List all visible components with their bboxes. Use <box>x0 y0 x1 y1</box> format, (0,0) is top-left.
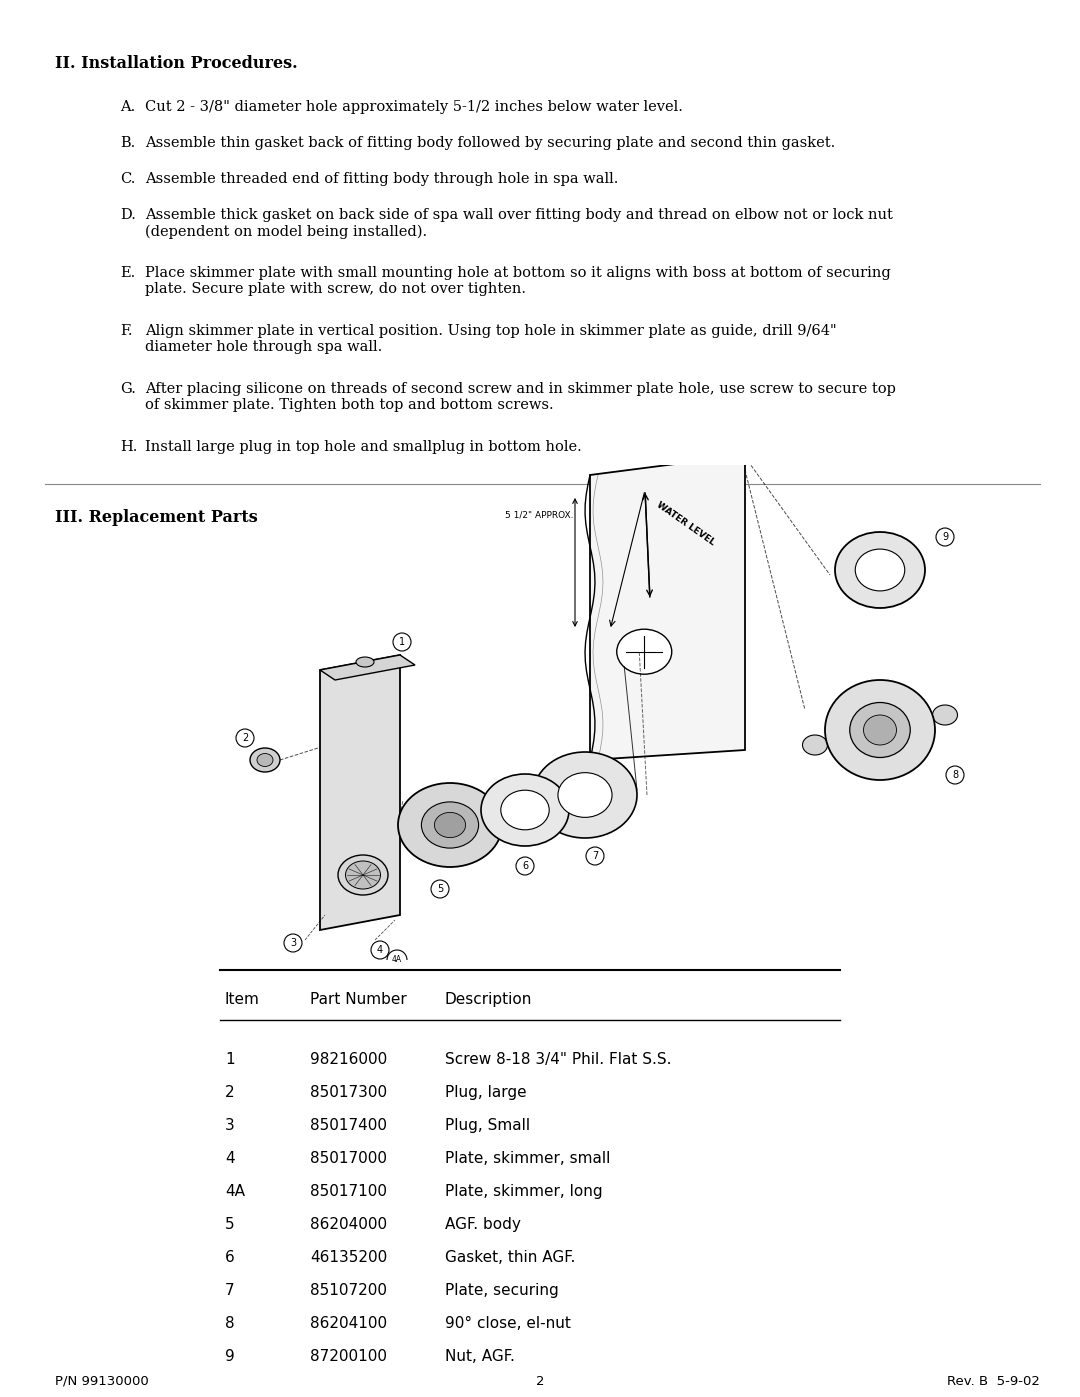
Text: 86204100: 86204100 <box>310 1316 387 1331</box>
Text: Install large plug in top hole and smallplug in bottom hole.: Install large plug in top hole and small… <box>145 440 582 454</box>
Text: 5: 5 <box>437 884 443 894</box>
Circle shape <box>284 935 302 951</box>
Text: Nut, AGF.: Nut, AGF. <box>445 1350 515 1363</box>
Text: 2: 2 <box>536 1375 544 1389</box>
Text: D.: D. <box>120 208 136 222</box>
Text: Part Number: Part Number <box>310 992 407 1007</box>
Text: WATER LEVEL: WATER LEVEL <box>654 500 717 546</box>
Text: 86204000: 86204000 <box>310 1217 387 1232</box>
Text: P/N 99130000: P/N 99130000 <box>55 1375 149 1389</box>
Ellipse shape <box>421 802 478 848</box>
Text: Screw 8-18 3/4" Phil. Flat S.S.: Screw 8-18 3/4" Phil. Flat S.S. <box>445 1052 672 1067</box>
Text: 85107200: 85107200 <box>310 1282 387 1298</box>
Text: 8: 8 <box>225 1316 234 1331</box>
Ellipse shape <box>932 705 958 725</box>
Text: F.: F. <box>120 324 133 338</box>
Text: Plug, Small: Plug, Small <box>445 1118 530 1133</box>
Circle shape <box>586 847 604 865</box>
Circle shape <box>516 856 534 875</box>
Circle shape <box>936 528 954 546</box>
Text: 90° close, el-nut: 90° close, el-nut <box>445 1316 571 1331</box>
Ellipse shape <box>346 861 380 888</box>
Text: Plate, securing: Plate, securing <box>445 1282 558 1298</box>
Text: Assemble thin gasket back of fitting body followed by securing plate and second : Assemble thin gasket back of fitting bod… <box>145 136 835 149</box>
Text: 3: 3 <box>289 937 296 949</box>
Text: 9: 9 <box>942 532 948 542</box>
Text: Cut 2 - 3/8" diameter hole approximately 5-1/2 inches below water level.: Cut 2 - 3/8" diameter hole approximately… <box>145 101 683 115</box>
Text: Plug, large: Plug, large <box>445 1085 527 1099</box>
Text: 1: 1 <box>399 637 405 647</box>
Circle shape <box>237 729 254 747</box>
Text: 85017400: 85017400 <box>310 1118 387 1133</box>
Text: 9: 9 <box>225 1350 234 1363</box>
Text: Item: Item <box>225 992 260 1007</box>
Text: Place skimmer plate with small mounting hole at bottom so it aligns with boss at: Place skimmer plate with small mounting … <box>145 265 891 296</box>
Circle shape <box>431 880 449 898</box>
Ellipse shape <box>558 773 612 817</box>
Circle shape <box>372 942 389 958</box>
Text: 5: 5 <box>225 1217 234 1232</box>
Text: 7: 7 <box>592 851 598 861</box>
Text: 85017100: 85017100 <box>310 1185 387 1199</box>
Text: 98216000: 98216000 <box>310 1052 388 1067</box>
Ellipse shape <box>534 752 637 838</box>
Ellipse shape <box>481 774 569 847</box>
Ellipse shape <box>802 735 827 754</box>
Text: Align skimmer plate in vertical position. Using top hole in skimmer plate as gui: Align skimmer plate in vertical position… <box>145 324 837 355</box>
Text: A.: A. <box>120 101 135 115</box>
Text: 8: 8 <box>951 770 958 780</box>
Text: 46135200: 46135200 <box>310 1250 388 1266</box>
Circle shape <box>393 633 411 651</box>
Text: 4: 4 <box>225 1151 234 1166</box>
Text: 4: 4 <box>377 944 383 956</box>
Circle shape <box>946 766 964 784</box>
Ellipse shape <box>855 549 905 591</box>
Ellipse shape <box>617 629 672 675</box>
Text: 85017000: 85017000 <box>310 1151 387 1166</box>
Circle shape <box>387 950 407 970</box>
Ellipse shape <box>835 532 924 608</box>
Polygon shape <box>320 655 400 930</box>
Text: 85017300: 85017300 <box>310 1085 387 1099</box>
Ellipse shape <box>864 715 896 745</box>
Text: II. Installation Procedures.: II. Installation Procedures. <box>55 54 298 73</box>
Ellipse shape <box>399 782 502 868</box>
Text: 5 1/2" APPROX.: 5 1/2" APPROX. <box>505 510 573 520</box>
Ellipse shape <box>356 657 374 666</box>
Ellipse shape <box>434 813 465 838</box>
Ellipse shape <box>501 791 550 830</box>
Text: 2: 2 <box>242 733 248 743</box>
Text: Rev. B  5-9-02: Rev. B 5-9-02 <box>947 1375 1040 1389</box>
Text: III. Replacement Parts: III. Replacement Parts <box>55 509 258 527</box>
Text: AGF. body: AGF. body <box>445 1217 521 1232</box>
Text: Description: Description <box>445 992 532 1007</box>
Text: H.: H. <box>120 440 137 454</box>
Ellipse shape <box>825 680 935 780</box>
Text: Plate, skimmer, small: Plate, skimmer, small <box>445 1151 610 1166</box>
Polygon shape <box>590 455 745 760</box>
Polygon shape <box>320 655 415 680</box>
Text: Assemble thick gasket on back side of spa wall over fitting body and thread on e: Assemble thick gasket on back side of sp… <box>145 208 893 239</box>
Text: 7: 7 <box>225 1282 234 1298</box>
Text: 3: 3 <box>225 1118 234 1133</box>
Text: 6: 6 <box>522 861 528 870</box>
Ellipse shape <box>249 747 280 773</box>
Text: 87200100: 87200100 <box>310 1350 387 1363</box>
Text: Gasket, thin AGF.: Gasket, thin AGF. <box>445 1250 576 1266</box>
Text: 6: 6 <box>225 1250 234 1266</box>
Text: Assemble threaded end of fitting body through hole in spa wall.: Assemble threaded end of fitting body th… <box>145 172 619 186</box>
Ellipse shape <box>338 855 388 895</box>
Text: 4A: 4A <box>225 1185 245 1199</box>
Text: 1: 1 <box>225 1052 234 1067</box>
Text: After placing silicone on threads of second screw and in skimmer plate hole, use: After placing silicone on threads of sec… <box>145 381 896 412</box>
Text: Plate, skimmer, long: Plate, skimmer, long <box>445 1185 603 1199</box>
Text: E.: E. <box>120 265 135 279</box>
Text: B.: B. <box>120 136 135 149</box>
Text: 2: 2 <box>225 1085 234 1099</box>
Ellipse shape <box>850 703 910 757</box>
Ellipse shape <box>257 753 273 767</box>
Text: C.: C. <box>120 172 135 186</box>
Text: 4A: 4A <box>392 956 402 964</box>
Text: G.: G. <box>120 381 136 395</box>
